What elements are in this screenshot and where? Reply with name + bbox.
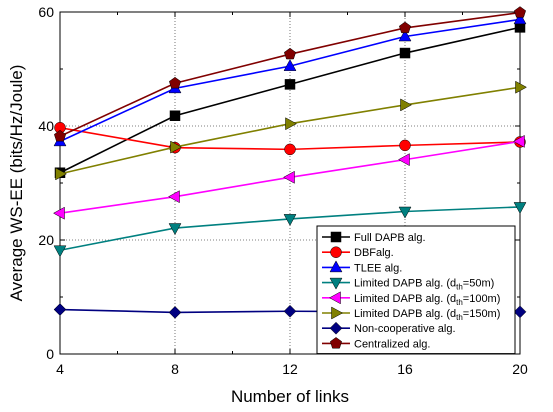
legend-entry: Limited DAPB alg. (dth=50m) — [322, 278, 494, 292]
data-point — [53, 303, 67, 316]
data-point — [168, 223, 182, 236]
legend-label: Non-cooperative alg. — [354, 323, 456, 335]
legend-marker — [328, 291, 341, 305]
series-3 — [53, 12, 527, 147]
series-6 — [55, 80, 528, 181]
legend-label-subscript: th — [456, 313, 463, 322]
legend-label-main: Limited DAPB alg. (d — [354, 308, 456, 320]
series-group — [52, 6, 528, 319]
x-axis-title: Number of links — [231, 387, 349, 406]
data-point — [399, 47, 411, 59]
legend-entry: Non-cooperative alg. — [322, 321, 456, 335]
data-point — [397, 153, 410, 167]
data-point — [283, 59, 297, 71]
data-point — [168, 306, 182, 319]
legend-entry: Limited DAPB alg. (dth=100m) — [322, 291, 500, 307]
data-point — [53, 129, 67, 142]
legend-marker — [330, 246, 342, 258]
data-point — [513, 305, 527, 319]
data-point — [169, 110, 181, 121]
data-point — [515, 80, 528, 94]
data-point — [52, 206, 65, 220]
data-point — [513, 12, 527, 25]
legend-label: DBFalg. — [354, 247, 394, 259]
data-point — [282, 170, 295, 184]
legend-label-main: Centralized alg. — [354, 338, 430, 350]
legend-marker — [329, 321, 343, 335]
legend-label: Limited DAPB alg. (dth=150m) — [354, 308, 500, 322]
legend-marker — [329, 337, 343, 349]
legend-marker — [329, 260, 343, 273]
data-point — [284, 143, 296, 156]
data-point — [283, 47, 297, 60]
legend-entry: Centralized alg. — [322, 337, 430, 350]
data-point — [283, 214, 297, 226]
data-point — [513, 202, 527, 214]
legend-label: Limited DAPB alg. (dth=100m) — [354, 293, 500, 307]
data-point — [285, 117, 298, 131]
legend-label-main: TLEE alg. — [354, 262, 402, 274]
data-point — [283, 304, 297, 318]
legend-label-tail: =150m) — [463, 308, 501, 320]
data-point — [399, 139, 411, 152]
legend-label: Limited DAPB alg. (dth=50m) — [354, 278, 494, 292]
data-point — [284, 79, 296, 90]
legend-marker — [331, 306, 344, 320]
legend-label-subscript: th — [456, 298, 463, 307]
legend-label-subscript: th — [456, 283, 463, 292]
legend-label-main: Non-cooperative alg. — [354, 323, 456, 335]
x-tick-label: 20 — [512, 361, 528, 377]
data-point — [398, 21, 412, 34]
legend-entry: Full DAPB alg. — [322, 231, 426, 244]
y-tick-label: 40 — [38, 118, 54, 134]
x-tick-label: 4 — [56, 361, 64, 377]
data-point — [53, 245, 67, 258]
y-tick-label: 0 — [46, 346, 54, 362]
data-point — [170, 140, 183, 154]
data-point — [512, 134, 525, 148]
x-tick-label: 16 — [397, 361, 413, 377]
data-point — [398, 206, 412, 219]
legend-marker — [329, 277, 343, 290]
x-tick-label: 8 — [171, 361, 179, 377]
data-point — [398, 29, 412, 42]
series-5 — [52, 134, 525, 220]
legend-entry: Limited DAPB alg. (dth=150m) — [322, 306, 500, 322]
legend-marker — [330, 231, 342, 243]
legend-label: Full DAPB alg. — [354, 232, 426, 244]
axis-ticks: 4 8 12 16 20 0 20 40 60 — [38, 4, 528, 377]
legend-label-tail: =100m) — [463, 293, 501, 305]
legend-entry: TLEE alg. — [322, 260, 402, 274]
legend-label: TLEE alg. — [354, 262, 402, 274]
legend-label-main: Full DAPB alg. — [354, 232, 426, 244]
legend-label-tail: =50m) — [463, 278, 495, 290]
y-tick-label: 20 — [38, 232, 54, 248]
y-axis-title: Average WS-EE (bits/Hz/Joule) — [7, 65, 26, 302]
legend-box — [316, 225, 516, 355]
legend: Full DAPB alg. DBFalg. TLEE alg. Limited DA… — [316, 225, 516, 355]
legend-label-main: DBFalg. — [354, 247, 394, 259]
y-tick-label: 60 — [38, 4, 54, 20]
series-4 — [53, 202, 527, 258]
legend-entry: DBFalg. — [322, 246, 394, 259]
data-point — [400, 98, 413, 112]
series-line — [59, 86, 521, 175]
data-point — [168, 76, 182, 89]
legend-label: Centralized alg. — [354, 338, 430, 350]
legend-label-main: Limited DAPB alg. (d — [354, 278, 456, 290]
data-point — [167, 190, 180, 204]
legend-label-main: Limited DAPB alg. (d — [354, 293, 456, 305]
x-tick-label: 12 — [282, 361, 298, 377]
series-8 — [53, 6, 527, 142]
data-point — [513, 6, 527, 18]
data-point — [55, 167, 68, 181]
